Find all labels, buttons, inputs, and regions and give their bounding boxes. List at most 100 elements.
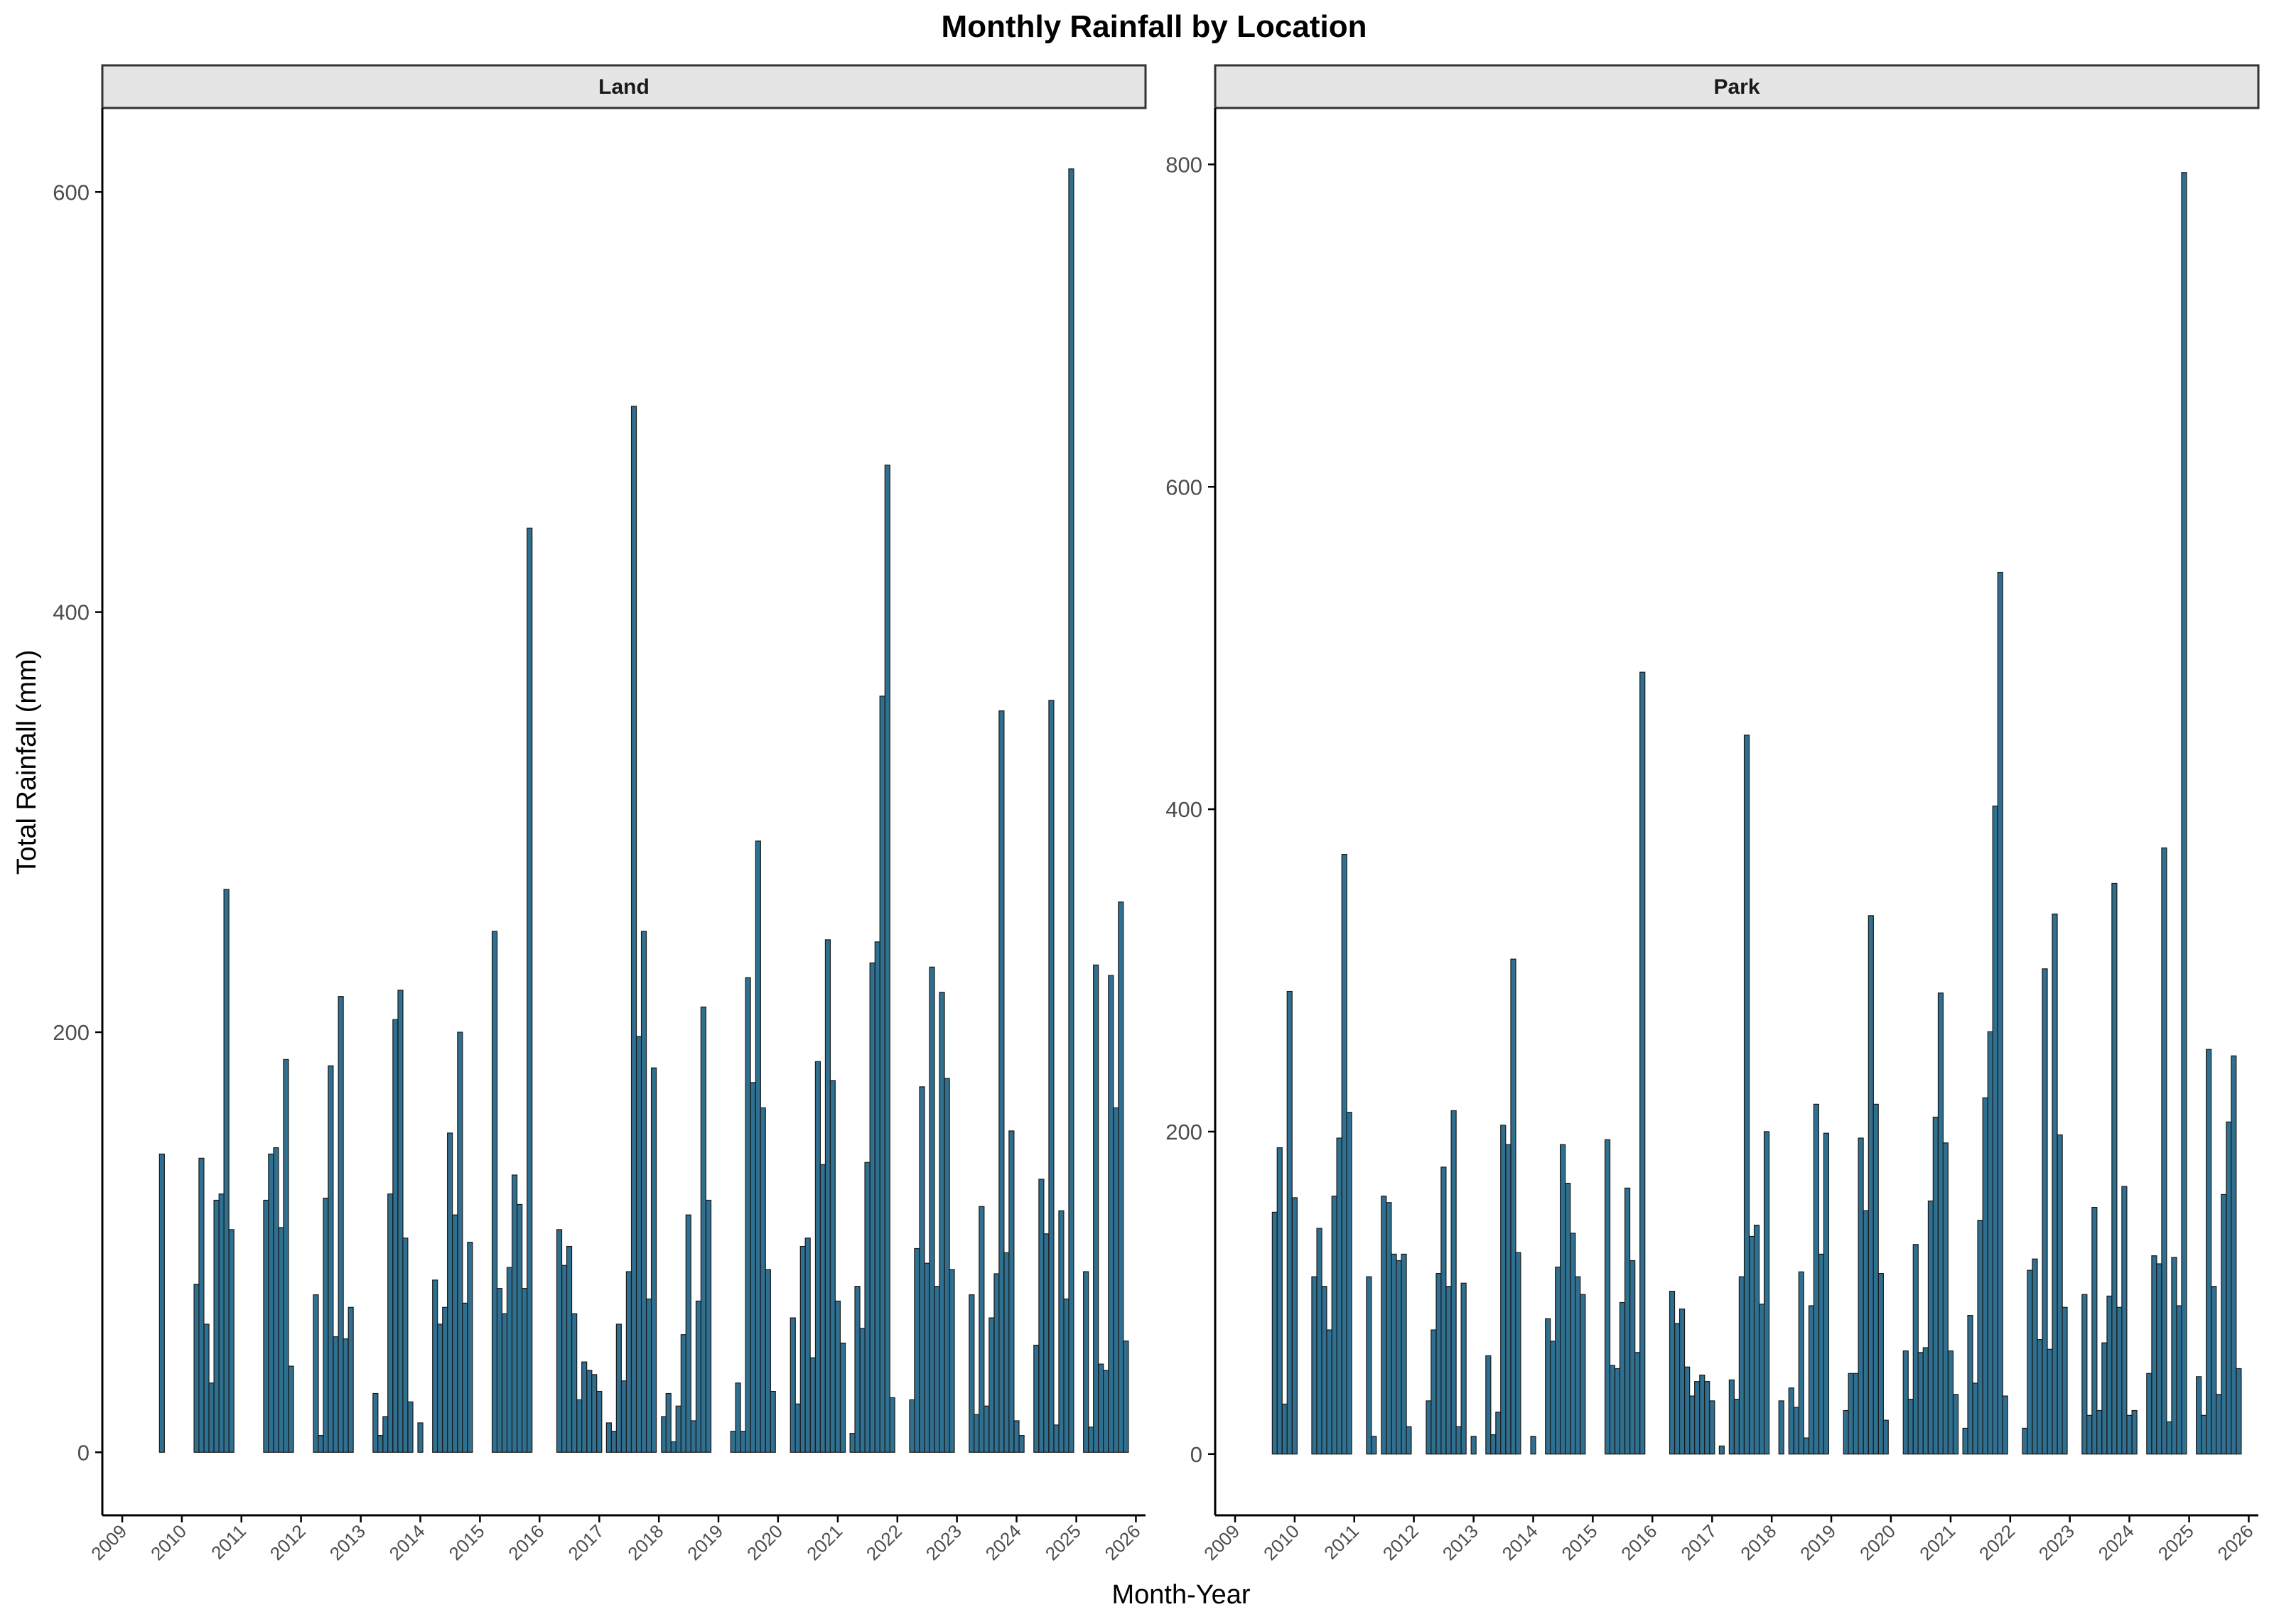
bar [1778, 1400, 1784, 1455]
facet-strip-label: Park [1713, 75, 1760, 99]
bar [1759, 1304, 1765, 1455]
bar [318, 1435, 324, 1453]
bar [576, 1399, 583, 1453]
bar [1391, 1253, 1397, 1455]
bar [2226, 1121, 2232, 1455]
bar [625, 1271, 632, 1453]
bar [1048, 700, 1055, 1453]
bar [1545, 1318, 1551, 1455]
bar [1008, 1130, 1015, 1453]
bar [1604, 1139, 1611, 1455]
bar [1088, 1427, 1094, 1453]
bar [1560, 1144, 1566, 1455]
y-axis-title: Total Rainfall (mm) [12, 650, 42, 875]
bar [1108, 975, 1114, 1453]
bar [1639, 671, 1646, 1455]
bar [2042, 968, 2048, 1455]
bar [874, 941, 880, 1453]
bar [1728, 1379, 1735, 1455]
bar [939, 992, 945, 1453]
bar [1406, 1426, 1412, 1455]
bar [586, 1370, 593, 1453]
bar [1291, 1197, 1298, 1455]
bar [566, 1245, 573, 1453]
bar [969, 1294, 975, 1453]
bar [809, 1357, 816, 1453]
bar [1321, 1286, 1327, 1455]
y-tick-label: 600 [53, 180, 90, 205]
bar [323, 1197, 329, 1453]
bar [854, 1286, 861, 1453]
bar [760, 1107, 766, 1453]
bar [1788, 1387, 1794, 1455]
bar [521, 1288, 528, 1453]
bar [1738, 1276, 1745, 1455]
bar [1674, 1323, 1681, 1455]
bar [1570, 1233, 1576, 1455]
bar [1043, 1233, 1050, 1453]
bar [1743, 735, 1750, 1455]
bar [630, 406, 637, 1453]
bar [1495, 1412, 1502, 1455]
bar [338, 996, 344, 1453]
bar [328, 1065, 334, 1453]
bar [1311, 1276, 1317, 1455]
bar [288, 1365, 294, 1453]
bar [1872, 1103, 1879, 1455]
bar [755, 840, 761, 1453]
bar [1937, 992, 1944, 1455]
bar [1997, 571, 2003, 1455]
chart-title: Monthly Rainfall by Location [942, 9, 1367, 44]
bar [849, 1433, 856, 1453]
bar [1445, 1286, 1452, 1455]
bar [1500, 1125, 1507, 1455]
bar [561, 1265, 568, 1453]
bar [2116, 1306, 2123, 1455]
bar [198, 1157, 205, 1453]
bar [1366, 1276, 1372, 1455]
bar [2027, 1270, 2033, 1455]
bar [814, 1061, 821, 1453]
bar [2096, 1409, 2103, 1455]
bar [2201, 1414, 2207, 1455]
y-tick-label: 0 [77, 1440, 90, 1465]
bar [730, 1431, 736, 1453]
bar [794, 1403, 801, 1453]
bar [2231, 1055, 2237, 1455]
bar [680, 1334, 686, 1453]
bar [665, 1392, 672, 1453]
bar [1455, 1426, 1462, 1455]
bar [347, 1306, 354, 1453]
bar [1868, 915, 1874, 1455]
bar [1907, 1399, 1914, 1455]
bar [1460, 1282, 1467, 1455]
bar [889, 1397, 895, 1453]
bar [452, 1214, 458, 1453]
y-tick-label: 200 [1165, 1120, 1202, 1144]
bar [581, 1361, 588, 1453]
bar [2161, 847, 2167, 1455]
bar [1942, 1142, 1949, 1455]
bar [372, 1392, 379, 1453]
bar [1749, 1235, 1755, 1455]
facet-strip [101, 64, 1147, 109]
bar [223, 889, 230, 1453]
bar [1902, 1350, 1909, 1455]
y-tick-label: 800 [1165, 152, 1202, 177]
bar [1848, 1373, 1854, 1455]
bar [646, 1298, 652, 1453]
y-tick-label: 0 [1190, 1442, 1202, 1467]
bar [1440, 1166, 1447, 1455]
bar [2171, 1257, 2177, 1455]
bar [1515, 1252, 1521, 1455]
bar [343, 1338, 349, 1453]
bar [1580, 1294, 1586, 1455]
bar [1813, 1103, 1819, 1455]
bar [750, 1082, 756, 1453]
bar [799, 1245, 806, 1453]
bar [1386, 1202, 1392, 1455]
bar [208, 1382, 215, 1453]
